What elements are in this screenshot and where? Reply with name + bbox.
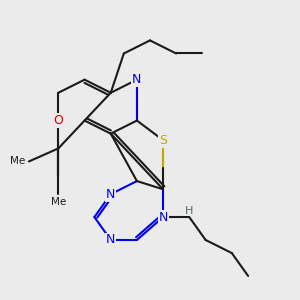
Text: Me: Me bbox=[51, 197, 66, 207]
Text: Me: Me bbox=[11, 157, 26, 166]
Text: N: N bbox=[106, 233, 116, 247]
Text: N: N bbox=[106, 188, 116, 201]
Text: N: N bbox=[132, 73, 142, 86]
Text: O: O bbox=[53, 114, 63, 127]
Text: N: N bbox=[158, 211, 168, 224]
Text: S: S bbox=[159, 134, 167, 147]
Text: H: H bbox=[185, 206, 194, 215]
